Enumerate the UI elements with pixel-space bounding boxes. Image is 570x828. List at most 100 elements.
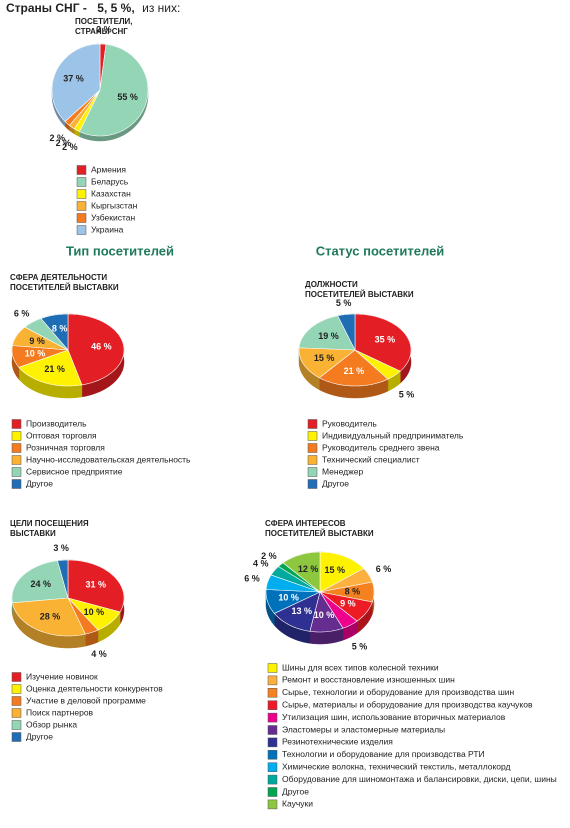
value-label: 21 % (344, 366, 365, 376)
legend-swatch (267, 799, 278, 810)
header: Страны СНГ - 5, 5 %, из них: (6, 0, 180, 17)
slice (270, 566, 321, 593)
value-label: 9 % (29, 336, 45, 346)
slice (354, 313, 412, 372)
slice (57, 559, 69, 599)
value-label: 12 % (298, 564, 319, 574)
legend-swatch (11, 467, 22, 477)
value-label: 5 % (399, 389, 415, 399)
value-label: 2 % (261, 551, 277, 561)
legend-swatch (267, 737, 278, 748)
legend-label: Участие в деловой программе (26, 695, 146, 705)
slice (298, 347, 356, 379)
legend-label: Украина (91, 224, 124, 234)
value-label: 2 % (96, 25, 112, 35)
slice (67, 597, 99, 635)
legend-swatch (11, 696, 22, 706)
legend-label: Научно-исследовательская деятельность (26, 454, 191, 464)
value-label: 2 % (62, 142, 78, 152)
legend-label: Кыргызстан (91, 200, 138, 210)
legend-label: Оборудование для шиномонтажа и балансиро… (282, 774, 557, 784)
section-heading: Тип посетителей (66, 243, 174, 258)
legend-label: Армения (91, 164, 126, 174)
value-label: 10 % (84, 607, 105, 617)
legend-swatch (267, 762, 278, 772)
legend-label: Руководитель среднего звена (322, 442, 440, 452)
legend-swatch (267, 725, 278, 735)
value-label: 10 % (25, 348, 46, 358)
slice (337, 313, 356, 351)
chart-title: ПОСЕТИТЕЛЕЙ ВЫСТАВКИ (265, 529, 374, 538)
legend-swatch (267, 688, 278, 698)
value-label: 55 % (117, 92, 138, 102)
legend-swatch (267, 774, 278, 785)
value-label: 6 % (376, 564, 392, 574)
legend-label: Производитель (26, 418, 87, 428)
value-label: 15 % (314, 353, 335, 363)
slice (319, 568, 373, 593)
chart-title: ПОСЕТИТЕЛЕЙ ВЫСТАВКИ (305, 290, 414, 299)
legend-swatch (267, 712, 278, 723)
legend-label: Казахстан (91, 188, 131, 198)
legend-swatch (11, 479, 22, 489)
value-label: 6 % (244, 573, 260, 583)
header-suffix: из них: (142, 1, 180, 15)
value-label: 5 % (336, 298, 352, 308)
chart-title: СФЕРА ИНТЕРЕСОВ (265, 519, 346, 528)
legend-swatch (76, 189, 87, 199)
slice (273, 591, 321, 632)
legend-swatch (307, 467, 318, 477)
legend-label: Сырье, технологии и оборудование для про… (282, 687, 515, 697)
chart-title: СФЕРА ДЕЯТЕЛЬНОСТИ (10, 273, 107, 282)
legend-swatch (11, 443, 22, 453)
value-label: 35 % (375, 335, 396, 345)
legend-label: Эластомеры и эластомерные материалы (282, 724, 445, 734)
chart-title: ВЫСТАВКИ (10, 529, 56, 538)
legend-swatch (76, 165, 87, 175)
legend-label: Другое (282, 786, 309, 796)
chart-title: ПОСЕТИТЕЛЕЙ ВЫСТАВКИ (10, 283, 119, 292)
slice (354, 349, 401, 380)
legend-swatch (11, 732, 22, 742)
legend-label: Обзор рынка (26, 719, 77, 729)
legend-label: Каучуки (282, 799, 313, 809)
slice (319, 581, 375, 603)
slice (282, 551, 321, 593)
value-label: 10 % (314, 610, 335, 620)
legend-label: Сырье, материалы и оборудование для прои… (282, 699, 533, 709)
value-label: 4 % (91, 649, 107, 659)
value-label: 2 % (50, 133, 66, 143)
slice (298, 315, 356, 351)
legend-swatch (307, 479, 318, 489)
slice (40, 313, 69, 351)
legend-label: Другое (26, 478, 53, 488)
legend-swatch (76, 225, 87, 235)
value-label: 37 % (63, 73, 84, 83)
value-label: 21 % (44, 364, 65, 374)
legend-swatch (307, 443, 318, 453)
chart-title: ЦЕЛИ ПОСЕЩЕНИЯ (10, 519, 89, 528)
legend-swatch (11, 708, 22, 718)
slice (319, 591, 358, 629)
legend-label: Другое (26, 731, 53, 741)
legend-swatch (267, 700, 278, 710)
slice (11, 345, 69, 368)
slice (319, 591, 373, 622)
legend-swatch (11, 419, 22, 429)
slice (67, 313, 125, 386)
legend-label: Беларусь (91, 176, 129, 186)
value-label: 8 % (345, 586, 361, 596)
legend-swatch (76, 177, 87, 187)
legend-label: Розничная торговля (26, 442, 105, 452)
slice (67, 597, 121, 631)
legend-label: Технический специалист (322, 454, 420, 464)
value-label: 8 % (52, 323, 68, 333)
header-prefix: Страны СНГ - (6, 1, 87, 15)
slice (67, 559, 125, 613)
chart-title: СТРАНЫ СНГ (75, 27, 128, 36)
legend-label: Утилизация шин, использование вторичных … (282, 712, 506, 722)
slice (12, 597, 86, 637)
chart-title: ПОСЕТИТЕЛИ, (75, 17, 133, 26)
legend-label: Шины для всех типов колесной техники (282, 662, 439, 672)
